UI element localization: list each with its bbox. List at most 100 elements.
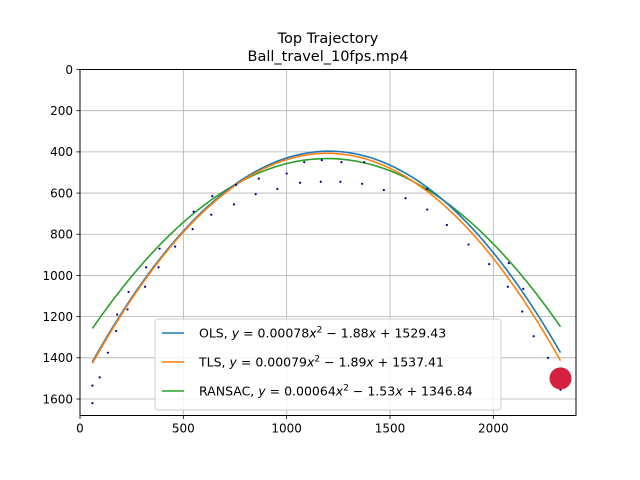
trajectory-point [285, 172, 288, 175]
legend-text-part: 2 [317, 326, 323, 336]
legend-text-part: − [349, 384, 367, 399]
y-tick-label: 1600 [42, 392, 73, 406]
chart-title: Top Trajectory [277, 31, 379, 47]
legend-text-part: x [308, 326, 317, 341]
legend-text-part: = [237, 355, 255, 370]
x-tick-label: 1500 [375, 422, 406, 436]
y-tick-label: 400 [50, 145, 73, 159]
legend-text-part: 2 [314, 355, 320, 365]
legend-label-ransac: RANSAC, y = 0.00064x2 − 1.53x + 1346.84 [199, 384, 473, 399]
legend-text-part: y [231, 326, 240, 341]
trajectory-point [234, 183, 238, 186]
trajectory-point [144, 285, 147, 288]
fit-curves [91, 150, 562, 364]
legend-text-part: x [394, 384, 403, 399]
trajectory-point [467, 243, 470, 246]
legend-text-part: − [322, 326, 340, 341]
trajectory-point [126, 308, 129, 311]
trajectory-point [210, 213, 213, 216]
legend-text-part: 2 [343, 384, 349, 394]
trajectory-point [339, 180, 342, 183]
trajectory-point [276, 187, 279, 191]
trajectory-point [127, 290, 130, 294]
legend-text-part: + [374, 355, 392, 370]
trajectory-point [522, 287, 525, 290]
legend-box [154, 318, 502, 411]
trajectory-point [547, 356, 550, 359]
x-tick-label: 0 [76, 422, 84, 436]
legend-text-part: 1.53 [367, 384, 395, 399]
legend-text-part: + [403, 384, 421, 399]
trajectory-point [192, 210, 195, 213]
trajectory-point [426, 208, 429, 211]
trajectory-point [232, 203, 236, 206]
chart-subtitle: Ball_travel_10fps.mp4 [248, 49, 409, 65]
trajectory-point [115, 329, 118, 333]
y-tick-label: 1000 [42, 269, 73, 283]
legend-text-part: 1.88 [341, 326, 369, 341]
legend-text-part: x [365, 355, 374, 370]
trajectory-point [361, 182, 364, 185]
trajectory-point [254, 193, 257, 196]
legend-text-part: OLS, [199, 326, 232, 341]
legend-text-part: 0.00078 [258, 326, 310, 341]
trajectory-point [488, 263, 491, 266]
trajectory-point [319, 180, 322, 183]
legend-text-part: TLS, [198, 355, 229, 370]
x-tick-label: 500 [172, 422, 195, 436]
x-tick-label: 2000 [478, 422, 509, 436]
y-tick-label: 600 [50, 186, 73, 200]
trajectory-point [157, 266, 160, 269]
trajectory-point [426, 187, 429, 191]
trajectory-point [382, 188, 385, 192]
trajectory-point [98, 376, 101, 379]
legend: OLS, y = 0.00078x2 − 1.88x + 1529.43TLS,… [154, 318, 502, 411]
trajectory-points [91, 159, 562, 405]
legend-text-part: x [306, 355, 315, 370]
legend-text-part: − [320, 355, 338, 370]
legend-text-part: + [376, 326, 394, 341]
x-tick-label: 1000 [271, 422, 302, 436]
trajectory-point [211, 195, 214, 198]
ball-marker-circle [549, 367, 572, 390]
legend-text-part: y [228, 355, 237, 370]
legend-text-part: RANSAC, [199, 384, 258, 399]
trajectory-point [257, 177, 260, 180]
trajectory-point [91, 402, 94, 405]
trajectory-point [363, 161, 366, 164]
legend-text-part: = [239, 326, 257, 341]
trajectory-point [521, 310, 524, 313]
legend-text-part: 1537.41 [392, 355, 444, 370]
trajectory-point [173, 245, 177, 248]
trajectory-point [303, 161, 306, 164]
x-axis-ticks: 0 500 1000 1500 2000 [76, 415, 509, 436]
legend-text-part: x [368, 326, 377, 341]
legend-text-part: 0.00079 [255, 355, 307, 370]
y-tick-label: 0 [65, 63, 73, 77]
trajectory-point [106, 351, 109, 354]
legend-text-part: = [266, 384, 284, 399]
trajectory-point [532, 335, 535, 338]
legend-text-part: 1.89 [339, 355, 367, 370]
trajectory-point [506, 285, 509, 288]
y-axis-ticks: 0 200 400 600 800 1000 1200 1400 1600 [42, 63, 80, 406]
fit-curve-ransac [91, 157, 562, 329]
y-tick-label: 1400 [42, 351, 73, 365]
plot-frame [79, 69, 577, 416]
legend-text-part: 1529.43 [394, 326, 446, 341]
fit-curve-tls [91, 152, 562, 364]
ball-marker [549, 367, 572, 390]
trajectory-point [507, 261, 510, 265]
legend-label-ols: OLS, y = 0.00078x2 − 1.88x + 1529.43 [199, 326, 446, 341]
legend-text-part: 0.00064 [284, 384, 336, 399]
trajectory-point [299, 181, 302, 184]
legend-text-part: 1346.84 [421, 384, 473, 399]
trajectory-point [191, 228, 194, 231]
trajectory-point [340, 161, 343, 164]
trajectory-point [145, 266, 148, 269]
trajectory-point [116, 313, 119, 316]
trajectory-point [158, 247, 161, 250]
legend-text-part: x [335, 384, 344, 399]
y-tick-label: 800 [50, 228, 73, 242]
